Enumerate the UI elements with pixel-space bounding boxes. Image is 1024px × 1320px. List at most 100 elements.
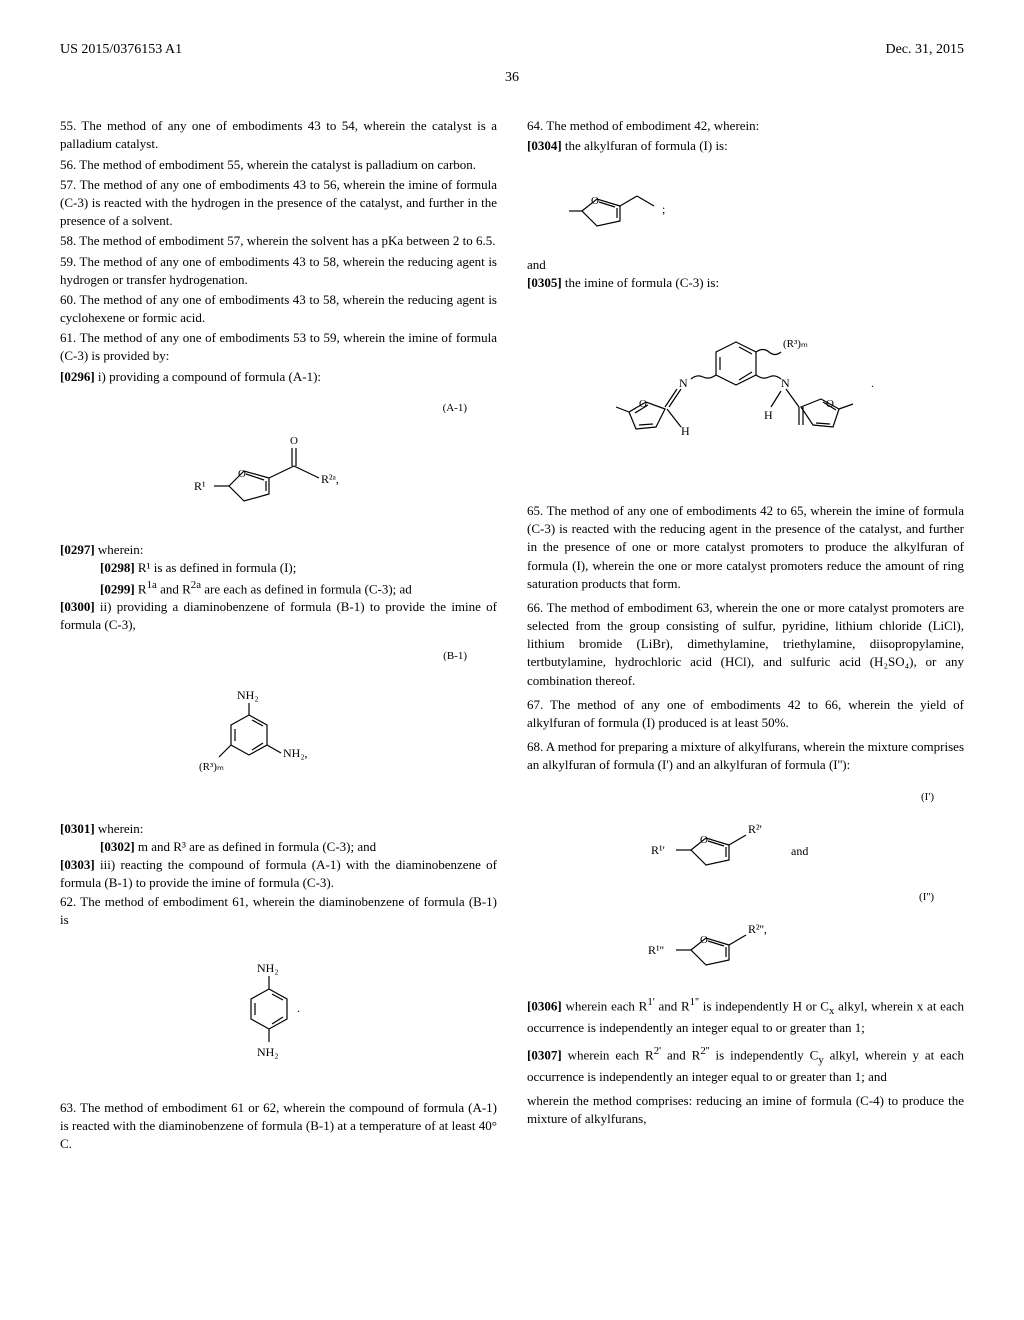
formula-b1-structure: (B-1) NH₂ NH₂, (R³)ₘ: [60, 649, 497, 804]
publication-number: US 2015/0376153 A1: [60, 40, 182, 60]
svg-text:R¹'': R¹'': [648, 943, 664, 957]
paragraph-0299: [0299] R1a and R2a are each as defined i…: [60, 578, 497, 599]
paragraph-0300: [0300] ii) providing a diaminobenzene of…: [60, 598, 497, 634]
formula-b1-label: (B-1): [60, 649, 497, 664]
embodiment-68: 68. A method for preparing a mixture of …: [527, 738, 964, 774]
para-text-0303: iii) reacting the compound of formula (A…: [60, 857, 497, 890]
para-text-0304: the alkylfuran of formula (I) is:: [565, 138, 728, 153]
para-number-0307: [0307]: [527, 1047, 562, 1062]
svg-text:O: O: [826, 398, 834, 410]
svg-text:(R³)ₘ: (R³)ₘ: [199, 761, 224, 773]
para-text-0296: i) providing a compound of formula (A-1)…: [98, 369, 321, 384]
svg-text:.: .: [871, 376, 874, 390]
paragraph-0301: [0301] wherein:: [60, 820, 497, 838]
formula-a1-label: (A-1): [60, 401, 497, 416]
embodiment-66: 66. The method of embodiment 63, wherein…: [527, 599, 964, 690]
svg-text:R¹': R¹': [651, 843, 665, 857]
embodiment-62: 62. The method of embodiment 61, wherein…: [60, 893, 497, 929]
embodiment-56: 56. The method of embodiment 55, wherein…: [60, 156, 497, 174]
svg-text:O: O: [639, 398, 647, 410]
svg-text:O: O: [591, 195, 599, 207]
svg-text:R²': R²': [748, 822, 762, 836]
para-text-0300: ii) providing a diaminobenzene of formul…: [60, 599, 497, 632]
embodiment-61: 61. The method of any one of embodiments…: [60, 329, 497, 365]
embodiment-60: 60. The method of any one of embodiments…: [60, 291, 497, 327]
formula-c3-structure: (R³)ₘ N H O N H: [527, 307, 964, 487]
embodiment-65: 65. The method of any one of embodiments…: [527, 502, 964, 593]
embodiment-55: 55. The method of any one of embodiments…: [60, 117, 497, 153]
svg-text:NH₂: NH₂: [257, 1045, 279, 1059]
chemical-i1-svg: O R¹' R²' and: [636, 815, 856, 880]
svg-text:(R³)ₘ: (R³)ₘ: [783, 338, 808, 350]
paragraph-0298: [0298] R¹ is as defined in formula (I);: [60, 559, 497, 577]
para-number-0302: [0302]: [100, 839, 135, 854]
svg-text:and: and: [791, 844, 808, 858]
svg-text:R²ᵃ,: R²ᵃ,: [321, 472, 339, 486]
embodiment-67: 67. The method of any one of embodiments…: [527, 696, 964, 732]
content-columns: 55. The method of any one of embodiments…: [60, 117, 964, 1155]
svg-text:R¹: R¹: [194, 479, 206, 493]
chemical-i-svg: O ;: [557, 171, 697, 241]
formula-a1-structure: (A-1) O R¹ O R²ᵃ,: [60, 401, 497, 526]
embodiment-64: 64. The method of embodiment 42, wherein…: [527, 117, 964, 135]
embodiment-57: 57. The method of any one of embodiments…: [60, 176, 497, 231]
svg-text:H: H: [681, 424, 690, 438]
paragraph-0307: [0307] wherein each R2' and R2'' is inde…: [527, 1044, 964, 1086]
formula-i2-label: (I''): [527, 890, 964, 905]
paragraph-0306: [0306] wherein each R1' and R1'' is inde…: [527, 995, 964, 1037]
svg-text:O: O: [700, 934, 708, 946]
and-label: and: [527, 256, 964, 274]
para-number-0299: [0299]: [100, 581, 135, 596]
paragraph-0297: [0297] wherein:: [60, 541, 497, 559]
para-text-0301: wherein:: [98, 821, 143, 836]
chemical-b1-svg: NH₂ NH₂, (R³)ₘ: [189, 675, 369, 805]
para-number-0303: [0303]: [60, 857, 95, 872]
para-number-0298: [0298]: [100, 560, 135, 575]
para-text-0297: wherein:: [98, 542, 143, 557]
final-text: wherein the method comprises: reducing a…: [527, 1092, 964, 1128]
para-text-0302: m and R³ are as defined in formula (C-3)…: [138, 839, 376, 854]
svg-text:R²'',: R²'',: [748, 922, 767, 936]
paragraph-0303: [0303] iii) reacting the compound of for…: [60, 856, 497, 892]
svg-text:O: O: [700, 834, 708, 846]
para-number-0296: [0296]: [60, 369, 95, 384]
page-number: 36: [60, 68, 964, 88]
embodiment-58: 58. The method of embodiment 57, wherein…: [60, 232, 497, 250]
para-number-0300: [0300]: [60, 599, 95, 614]
formula-i-prime-structure: (I') O R¹' R²' and (I''): [527, 790, 964, 981]
para-number-0297: [0297]: [60, 542, 95, 557]
formula-i1-label: (I'): [527, 790, 964, 805]
chemical-i2-svg: O R¹'' R²'',: [636, 915, 856, 980]
svg-text:O: O: [238, 468, 246, 480]
chemical-a1-svg: O R¹ O R²ᵃ,: [189, 426, 369, 526]
svg-text:N: N: [679, 376, 688, 390]
svg-text:N: N: [781, 376, 790, 390]
right-column: 64. The method of embodiment 42, wherein…: [527, 117, 964, 1155]
para-text-0298: R¹ is as defined in formula (I);: [138, 560, 296, 575]
formula-i-structure: O ;: [527, 171, 964, 241]
chemical-c3-svg: (R³)ₘ N H O N H: [581, 307, 911, 487]
svg-text:O: O: [290, 435, 298, 447]
paragraph-0305: [0305] the imine of formula (C-3) is:: [527, 274, 964, 292]
page-header: US 2015/0376153 A1 Dec. 31, 2015: [60, 40, 964, 60]
embodiment-63: 63. The method of embodiment 61 or 62, w…: [60, 1099, 497, 1154]
svg-text:NH₂: NH₂: [237, 688, 259, 702]
para-number-0304: [0304]: [527, 138, 562, 153]
para-number-0305: [0305]: [527, 275, 562, 290]
svg-text:NH₂,: NH₂,: [283, 746, 308, 760]
embodiment-59: 59. The method of any one of embodiments…: [60, 253, 497, 289]
formula-62-structure: NH₂ NH₂ .: [60, 944, 497, 1084]
svg-text:.: .: [297, 1001, 300, 1015]
svg-text:H: H: [764, 408, 773, 422]
para-text-0305: the imine of formula (C-3) is:: [565, 275, 719, 290]
chemical-62-svg: NH₂ NH₂ .: [219, 944, 339, 1084]
paragraph-0296: [0296] i) providing a compound of formul…: [60, 368, 497, 386]
paragraph-0304: [0304] the alkylfuran of formula (I) is:: [527, 137, 964, 155]
svg-text:;: ;: [662, 202, 665, 216]
left-column: 55. The method of any one of embodiments…: [60, 117, 497, 1155]
publication-date: Dec. 31, 2015: [885, 40, 964, 60]
paragraph-0302: [0302] m and R³ are as defined in formul…: [60, 838, 497, 856]
para-number-0301: [0301]: [60, 821, 95, 836]
svg-text:NH₂: NH₂: [257, 961, 279, 975]
para-number-0306: [0306]: [527, 999, 562, 1014]
